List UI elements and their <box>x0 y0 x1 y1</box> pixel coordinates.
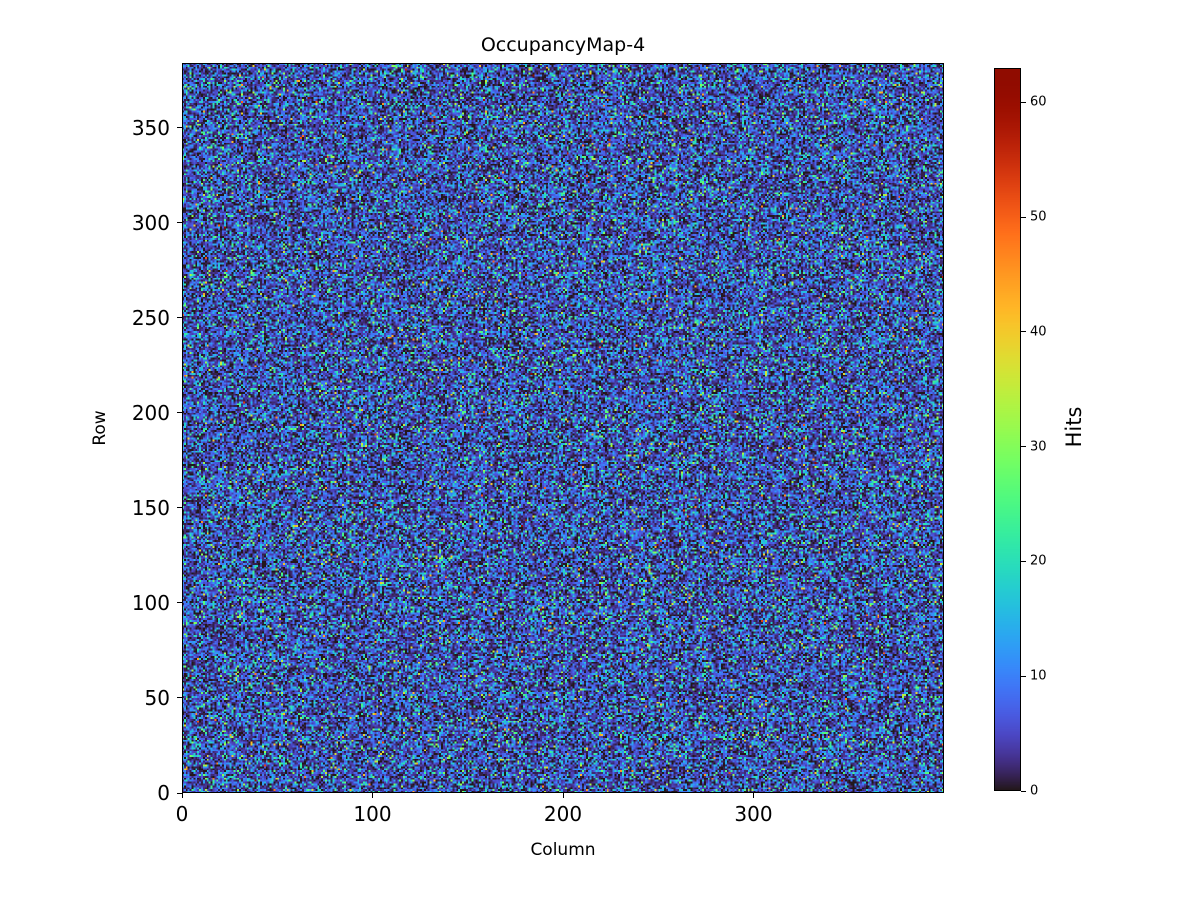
x-tick-mark <box>372 793 373 798</box>
colorbar-tick-label: 40 <box>1030 324 1047 340</box>
colorbar-tick-label: 0 <box>1030 783 1039 799</box>
x-tick-mark <box>562 793 564 798</box>
x-tick-label: 100 <box>353 802 392 826</box>
y-axis-label: Row <box>90 410 110 446</box>
colorbar-tick-label: 10 <box>1030 668 1047 684</box>
x-tick-mark <box>753 793 754 798</box>
y-tick-mark <box>177 602 182 604</box>
y-tick-label: 50 <box>144 685 170 710</box>
colorbar-tick-label: 60 <box>1030 94 1047 110</box>
heatmap-canvas <box>182 63 944 793</box>
y-tick-mark <box>177 697 182 699</box>
y-tick-label: 150 <box>131 495 170 520</box>
colorbar-tick-mark <box>1021 331 1026 333</box>
colorbar-tick-label: 20 <box>1030 553 1047 569</box>
colorbar-tick-mark <box>1021 790 1026 792</box>
y-tick-label: 0 <box>157 781 170 805</box>
x-axis-label: Column <box>530 840 596 860</box>
y-tick-label: 300 <box>131 210 170 235</box>
colorbar-tick-mark <box>1021 216 1026 218</box>
y-tick-mark <box>177 792 182 794</box>
y-tick-mark <box>177 507 182 509</box>
colorbar-tick-mark <box>1021 560 1026 562</box>
y-tick-mark <box>177 412 182 414</box>
colorbar-tick-label: 50 <box>1030 209 1047 225</box>
colorbar-tick-mark <box>1021 446 1026 448</box>
y-tick-mark <box>177 222 182 224</box>
y-tick-label: 250 <box>131 305 170 330</box>
colorbar-canvas <box>994 68 1021 791</box>
y-tick-mark <box>177 127 182 129</box>
colorbar-tick-label: 30 <box>1030 439 1047 455</box>
y-tick-label: 350 <box>131 115 170 140</box>
y-tick-mark <box>177 317 182 319</box>
x-tick-label: 0 <box>175 802 189 826</box>
colorbar-tick-mark <box>1021 101 1026 103</box>
x-tick-mark <box>181 793 183 798</box>
x-tick-label: 300 <box>734 802 773 826</box>
colorbar-tick-mark <box>1021 675 1026 677</box>
colorbar-label: Hits <box>1062 406 1086 448</box>
chart-title: OccupancyMap-4 <box>480 34 646 56</box>
y-tick-label: 200 <box>131 400 170 425</box>
y-tick-label: 100 <box>131 590 170 615</box>
x-tick-label: 200 <box>543 802 583 826</box>
